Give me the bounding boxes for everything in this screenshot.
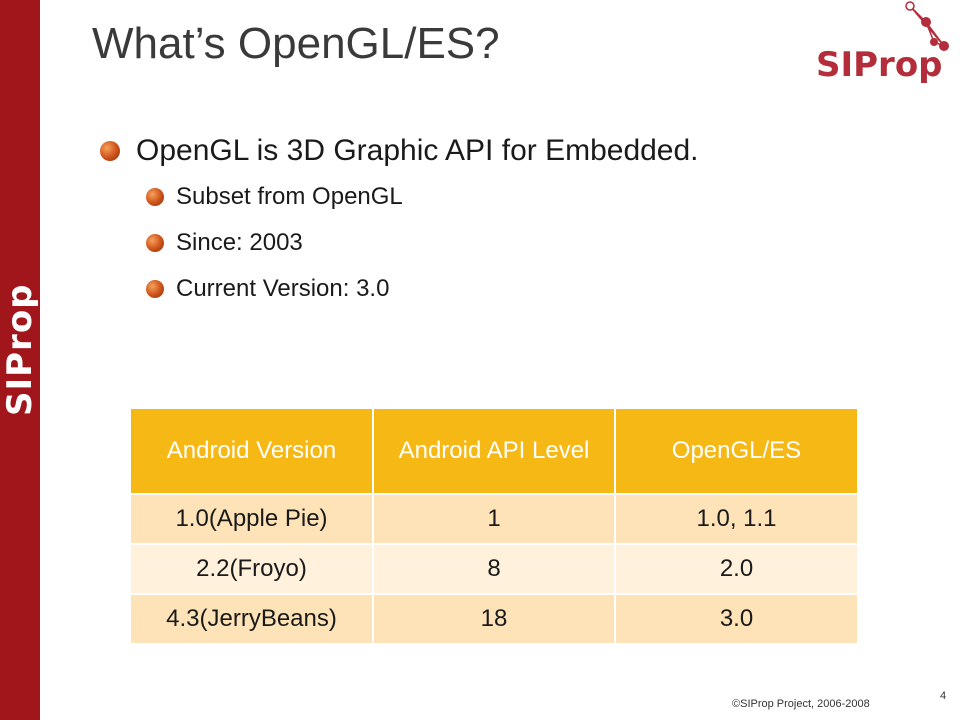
table-cell: 1.0, 1.1 xyxy=(615,493,857,544)
table-cell: 2.2(Froyo) xyxy=(131,543,374,594)
table-header-row: Android Version Android API Level OpenGL… xyxy=(131,409,857,494)
bullet-list: OpenGL is 3D Graphic API for Embedded. S… xyxy=(100,128,699,312)
bullet-text: OpenGL is 3D Graphic API for Embedded. xyxy=(136,134,699,167)
table-header-cell: OpenGL/ES xyxy=(615,409,857,494)
table-row: 2.2(Froyo) 8 2.0 xyxy=(131,543,857,594)
bullet-dot-icon xyxy=(146,234,164,252)
footer-copyright: ©SIProp Project, 2006-2008 xyxy=(732,698,870,710)
sidebar-logo: SIProp xyxy=(0,283,40,416)
bullet-dot-icon xyxy=(100,141,120,161)
table-cell: 1.0(Apple Pie) xyxy=(131,493,374,544)
table-cell: 3.0 xyxy=(615,593,857,643)
page-number: 4 xyxy=(940,690,947,702)
slide-title: What’s OpenGL/ES? xyxy=(92,19,500,68)
sub-bullet-item: Subset from OpenGL xyxy=(100,174,699,220)
table-header-cell: Android API Level xyxy=(373,409,616,494)
table-row: 1.0(Apple Pie) 1 1.0, 1.1 xyxy=(131,493,857,544)
table-cell: 8 xyxy=(373,543,616,594)
corner-logo-text: SIProp xyxy=(816,45,943,85)
table-header-cell: Android Version xyxy=(131,409,374,494)
bullet-text: Current Version: 3.0 xyxy=(176,275,390,302)
bullet-dot-icon xyxy=(146,280,164,298)
molecule-icon: SIProp xyxy=(816,1,949,85)
table-row: 4.3(JerryBeans) 18 3.0 xyxy=(131,593,857,643)
table-cell: 4.3(JerryBeans) xyxy=(131,593,374,643)
table-cell: 2.0 xyxy=(615,543,857,594)
version-table: Android Version Android API Level OpenGL… xyxy=(131,409,857,643)
bullet-item: OpenGL is 3D Graphic API for Embedded. xyxy=(100,128,699,174)
bullet-text: Subset from OpenGL xyxy=(176,183,403,210)
siprop-logo: SIProp xyxy=(808,0,960,90)
sidebar-band: SIProp xyxy=(0,0,40,720)
table-cell: 18 xyxy=(373,593,616,643)
bullet-dot-icon xyxy=(146,188,164,206)
table-cell: 1 xyxy=(373,493,616,544)
bullet-text: Since: 2003 xyxy=(176,229,303,256)
sub-bullet-item: Since: 2003 xyxy=(100,220,699,266)
sub-bullet-item: Current Version: 3.0 xyxy=(100,266,699,312)
